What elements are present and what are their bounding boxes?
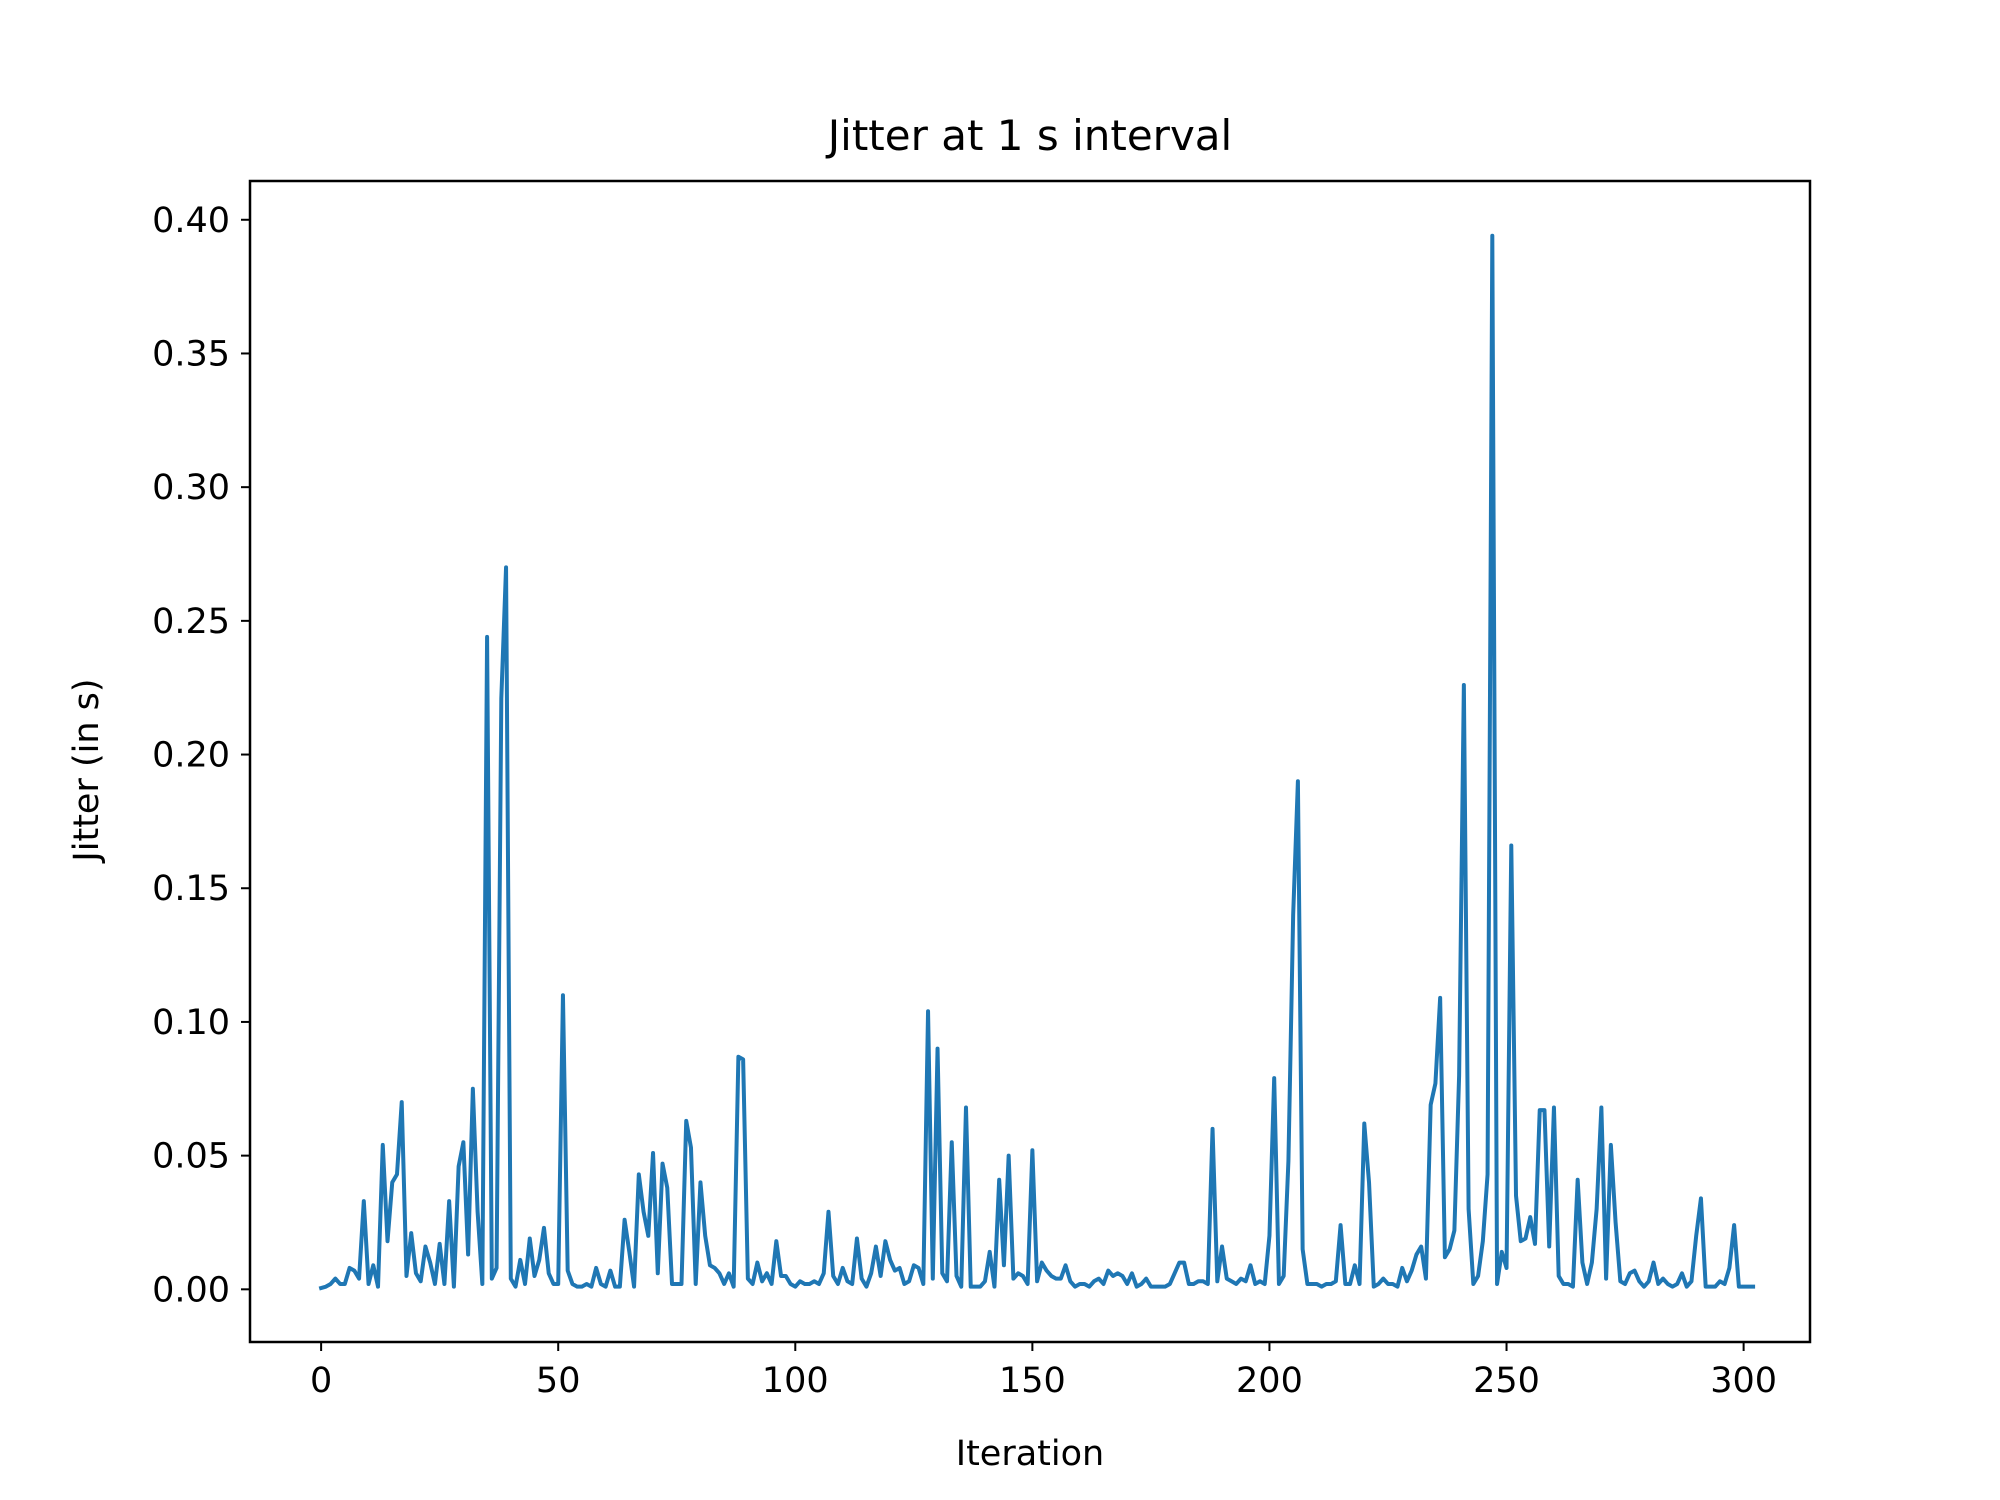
x-tick-label: 0: [310, 1361, 332, 1401]
y-tick-label: 0.05: [152, 1137, 230, 1177]
y-tick-label: 0.40: [152, 201, 230, 241]
plot-area: [318, 233, 1756, 1291]
y-axis: 0.00 0.05 0.10 0.15 0.20 0.25 0.30 0.35 0.40: [152, 201, 250, 1310]
y-tick-label: 0.10: [152, 1003, 230, 1043]
plot-frame: [248, 179, 1812, 1344]
x-axis: 0 50 100 150 200 250 300: [310, 1342, 1777, 1401]
y-tick-label: 0.20: [152, 736, 230, 776]
x-axis-label: Iteration: [956, 1434, 1104, 1474]
x-tick-label: 200: [1236, 1361, 1303, 1401]
y-tick-label: 0.25: [152, 602, 230, 642]
y-tick-label: 0.15: [152, 869, 230, 909]
y-tick-label: 0.35: [152, 334, 230, 374]
y-axis-label: Jitter (in s): [67, 678, 107, 863]
y-tick-label: 0.00: [152, 1270, 230, 1310]
x-tick-label: 250: [1473, 1361, 1540, 1401]
x-tick-label: 300: [1710, 1361, 1777, 1401]
y-tick-label: 0.30: [152, 468, 230, 508]
series-line-0: [318, 233, 1756, 1291]
x-tick-label: 100: [762, 1361, 829, 1401]
x-tick-label: 150: [999, 1361, 1066, 1401]
chart-title: Jitter at 1 s interval: [825, 111, 1232, 160]
x-tick-label: 50: [536, 1361, 581, 1401]
